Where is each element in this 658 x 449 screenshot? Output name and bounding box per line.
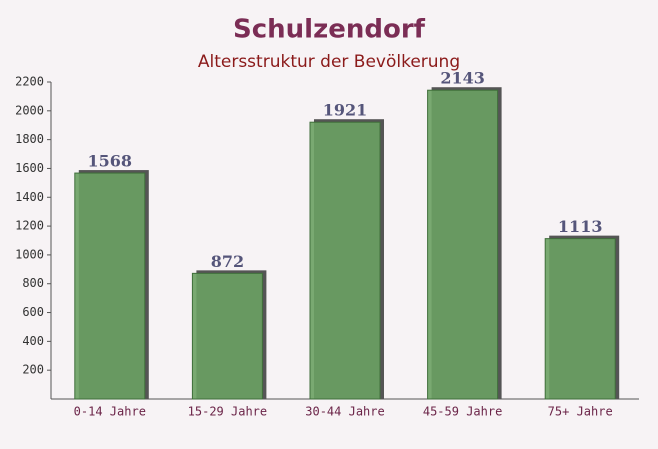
- y-tick-label: 2200: [15, 75, 44, 89]
- y-tick-label: 1600: [15, 161, 44, 175]
- y-tick-label: 2000: [15, 103, 44, 117]
- y-tick-label: 1000: [15, 247, 44, 261]
- value-label: 872: [211, 252, 244, 271]
- value-label: 1568: [88, 152, 133, 171]
- y-tick-label: 800: [22, 276, 44, 290]
- y-tick-label: 400: [22, 334, 44, 348]
- bar: [427, 89, 499, 400]
- x-tick-label: 0-14 Jahre: [74, 405, 146, 419]
- y-tick-label: 1200: [15, 219, 44, 233]
- x-tick-label: 45-59 Jahre: [423, 405, 502, 419]
- y-tick-label: 600: [22, 305, 44, 319]
- x-tick-label: 75+ Jahre: [548, 405, 613, 419]
- bar: [74, 172, 146, 400]
- y-tick-label: 200: [22, 363, 44, 377]
- x-tick-label: 15-29 Jahre: [188, 405, 267, 419]
- bar: [191, 272, 263, 400]
- bar: [544, 238, 616, 400]
- y-tick-label: 1400: [15, 190, 44, 204]
- value-label: 2143: [440, 69, 485, 88]
- chart-subtitle: Altersstruktur der Bevölkerung: [198, 52, 460, 72]
- x-tick-label: 30-44 Jahre: [305, 405, 384, 419]
- bar: [309, 121, 381, 400]
- chart-title: Schulzendorf: [233, 15, 426, 45]
- value-label: 1921: [323, 101, 368, 120]
- value-label: 1113: [558, 217, 603, 236]
- y-tick-label: 1800: [15, 132, 44, 146]
